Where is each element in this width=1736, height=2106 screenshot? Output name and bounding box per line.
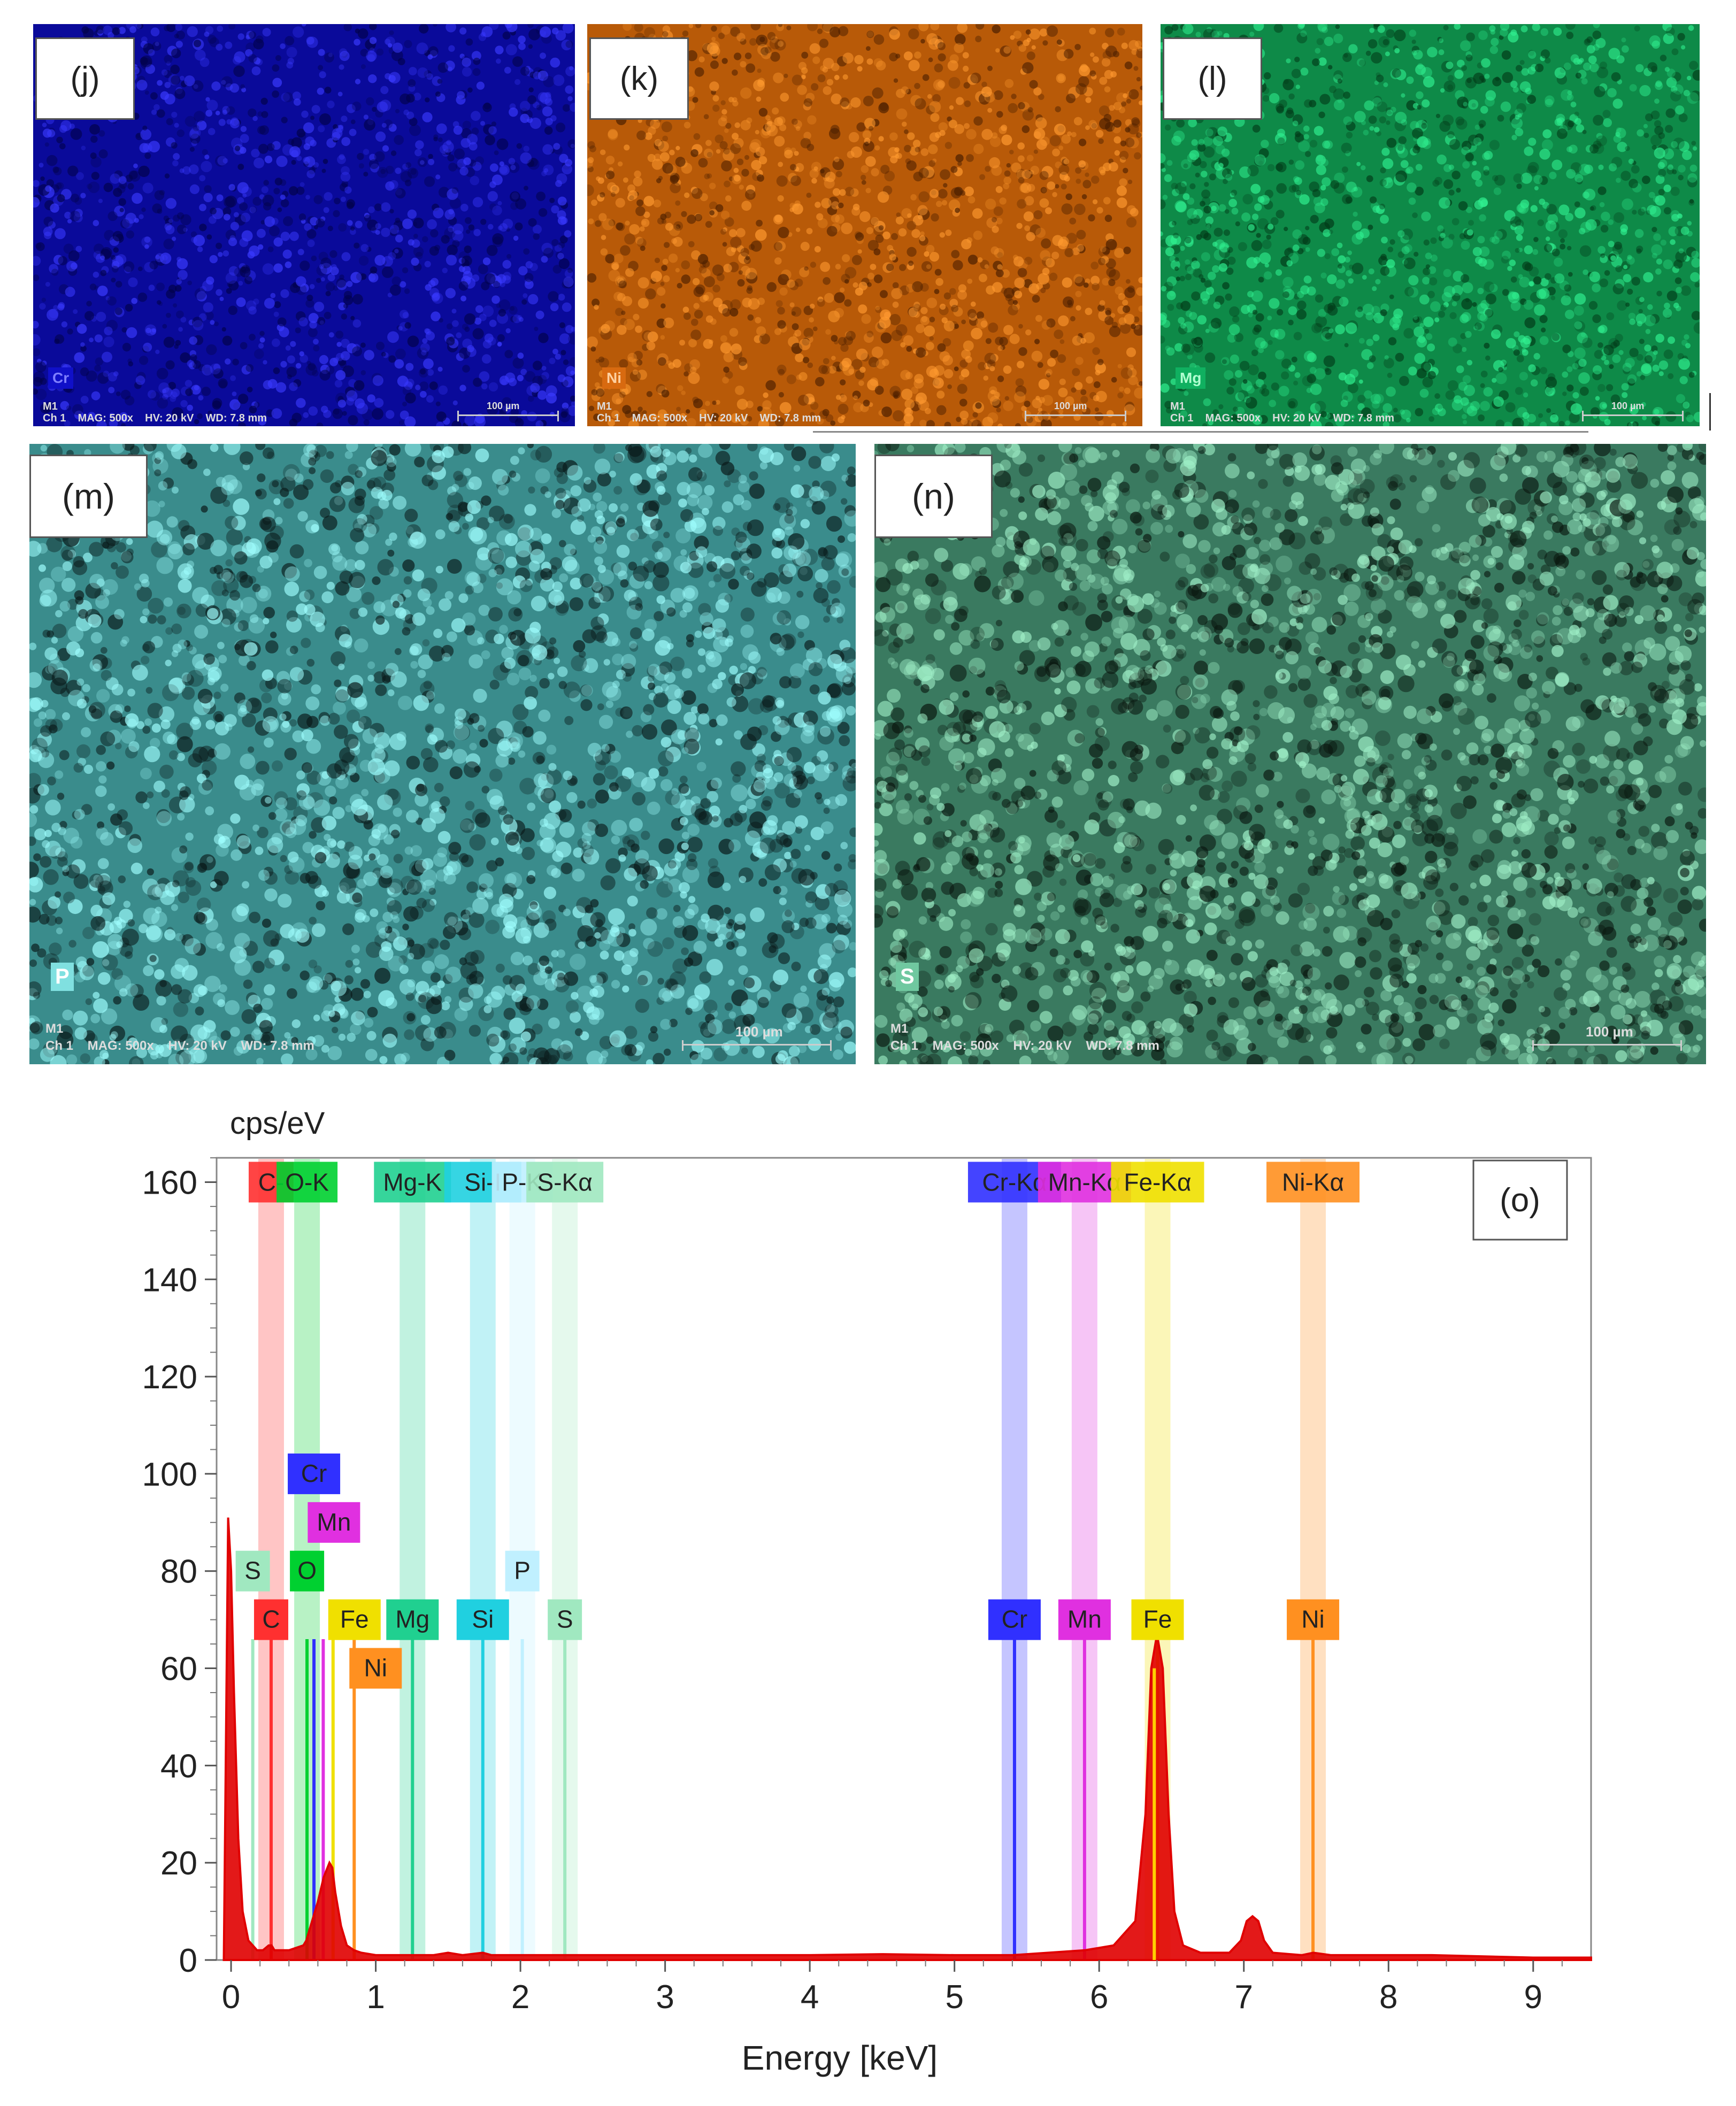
xtick-label-4: 4 (801, 1979, 819, 2016)
xtick-label-5: 5 (945, 1979, 963, 2016)
ytick-label-4: 80 (160, 1554, 197, 1590)
map-texture (1161, 24, 1700, 426)
scale-label: 100 µm (1054, 401, 1087, 411)
xtick-label-9: 9 (1524, 1979, 1542, 2016)
map-mg: (l) Mg M1 Ch 1 MAG: 500x HV: 20 kV WD: 7.8 … (1161, 24, 1700, 426)
element-label-6: Mg (386, 1599, 439, 1640)
scale-bar (1532, 1040, 1682, 1051)
ytick-label-6: 120 (142, 1359, 197, 1396)
scale-label: 100 µm (1611, 401, 1645, 411)
element-badge-p: P (51, 963, 74, 991)
map-meta-top: M1 (1170, 401, 1185, 412)
ytick-label-2: 40 (160, 1748, 197, 1785)
xtick-label-2: 2 (511, 1979, 529, 2016)
map-s: (n) S M1 Ch 1 MAG: 500x HV: 20 kV WD: 7.8 m… (874, 444, 1706, 1064)
top-label-2: Mg-K (374, 1162, 451, 1203)
map-ni: (k) Ni M1 Ch 1 MAG: 500x HV: 20 kV WD: 7.8 … (587, 24, 1142, 426)
panel-label-k: (k) (589, 37, 689, 120)
element-label-1: O (290, 1550, 325, 1592)
ytick-label-1: 20 (160, 1845, 197, 1882)
map-cr: (j) Cr M1 Ch 1 MAG: 500x HV: 20 kV WD: 7.8 … (33, 24, 575, 426)
separator-line (813, 431, 1588, 433)
map-meta-top: M1 (45, 1021, 64, 1036)
scale-label: 100 µm (487, 401, 520, 411)
top-label-8: Fe-Kα (1111, 1162, 1204, 1203)
element-badge-s: S (896, 963, 919, 991)
ytick-label-5: 100 (142, 1456, 197, 1493)
fe-peak-highlight (1153, 1668, 1156, 1960)
map-meta: Ch 1 MAG: 500x HV: 20 kV WD: 7.8 mm (1170, 412, 1395, 424)
element-label-10: S (235, 1550, 270, 1592)
element-label-0: C (254, 1599, 288, 1640)
map-meta: Ch 1 MAG: 500x HV: 20 kV WD: 7.8 mm (890, 1039, 1159, 1053)
scale-bar (1025, 411, 1126, 421)
ytick-label-8: 160 (142, 1164, 197, 1201)
panel-label-o: (o) (1472, 1159, 1568, 1241)
map-texture (587, 24, 1142, 426)
y-axis-label: cps/eV (230, 1106, 325, 1141)
element-label-4: Fe (328, 1599, 381, 1640)
scale-label: 100 µm (735, 1024, 783, 1040)
element-label-13: Fe (1131, 1599, 1184, 1640)
ytick-label-3: 60 (160, 1651, 197, 1688)
element-label-9: S (548, 1599, 582, 1640)
scale-bar (682, 1040, 832, 1051)
map-meta-top: M1 (43, 401, 58, 412)
top-label-1: O-K (276, 1162, 338, 1203)
element-label-8: P (505, 1550, 540, 1592)
element-label-5: Ni (349, 1648, 402, 1689)
element-badge-cr: Cr (48, 367, 74, 389)
ytick-label-0: 0 (179, 1942, 197, 1979)
xtick-label-0: 0 (222, 1979, 240, 2016)
map-meta-top: M1 (597, 401, 612, 412)
scale-label: 100 µm (1586, 1024, 1633, 1040)
element-label-14: Ni (1287, 1599, 1340, 1640)
element-badge-mg: Mg (1176, 367, 1206, 389)
x-axis-label: Energy [keV] (742, 2039, 938, 2077)
panel-label-m: (m) (29, 455, 148, 538)
map-texture (29, 444, 856, 1064)
map-meta: Ch 1 MAG: 500x HV: 20 kV WD: 7.8 mm (597, 412, 821, 424)
map-meta: Ch 1 MAG: 500x HV: 20 kV WD: 7.8 mm (43, 412, 267, 424)
xtick-label-1: 1 (366, 1979, 385, 2016)
separator-tick (1709, 393, 1711, 431)
panel-label-n: (n) (874, 455, 993, 538)
top-label-5: S-Kα (526, 1162, 604, 1203)
map-texture (33, 24, 575, 426)
map-texture (874, 444, 1706, 1064)
map-p: (m) P M1 Ch 1 MAG: 500x HV: 20 kV WD: 7.8 m… (29, 444, 856, 1064)
top-label-9: Ni-Kα (1266, 1162, 1360, 1203)
xtick-label-8: 8 (1379, 1979, 1397, 2016)
xtick-label-6: 6 (1090, 1979, 1108, 2016)
map-meta: Ch 1 MAG: 500x HV: 20 kV WD: 7.8 mm (45, 1039, 314, 1053)
element-label-12: Mn (1058, 1599, 1111, 1640)
element-label-11: Cr (988, 1599, 1041, 1640)
ytick-label-7: 140 (142, 1262, 197, 1298)
element-label-2: Cr (288, 1453, 341, 1494)
panel-label-j: (j) (35, 37, 135, 120)
element-badge-ni: Ni (602, 367, 626, 389)
xtick-label-3: 3 (656, 1979, 674, 2016)
scale-bar (457, 411, 559, 421)
panel-label-l: (l) (1163, 37, 1262, 120)
xtick-label-7: 7 (1234, 1979, 1253, 2016)
element-label-7: Si (456, 1599, 509, 1640)
plot-frame (216, 1157, 1592, 1961)
element-label-3: Mn (308, 1502, 360, 1543)
scale-bar (1582, 411, 1684, 421)
map-meta-top: M1 (890, 1021, 909, 1036)
spectrum-area (222, 1517, 1592, 1961)
